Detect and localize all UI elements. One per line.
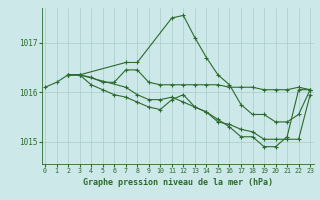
- X-axis label: Graphe pression niveau de la mer (hPa): Graphe pression niveau de la mer (hPa): [83, 178, 273, 187]
